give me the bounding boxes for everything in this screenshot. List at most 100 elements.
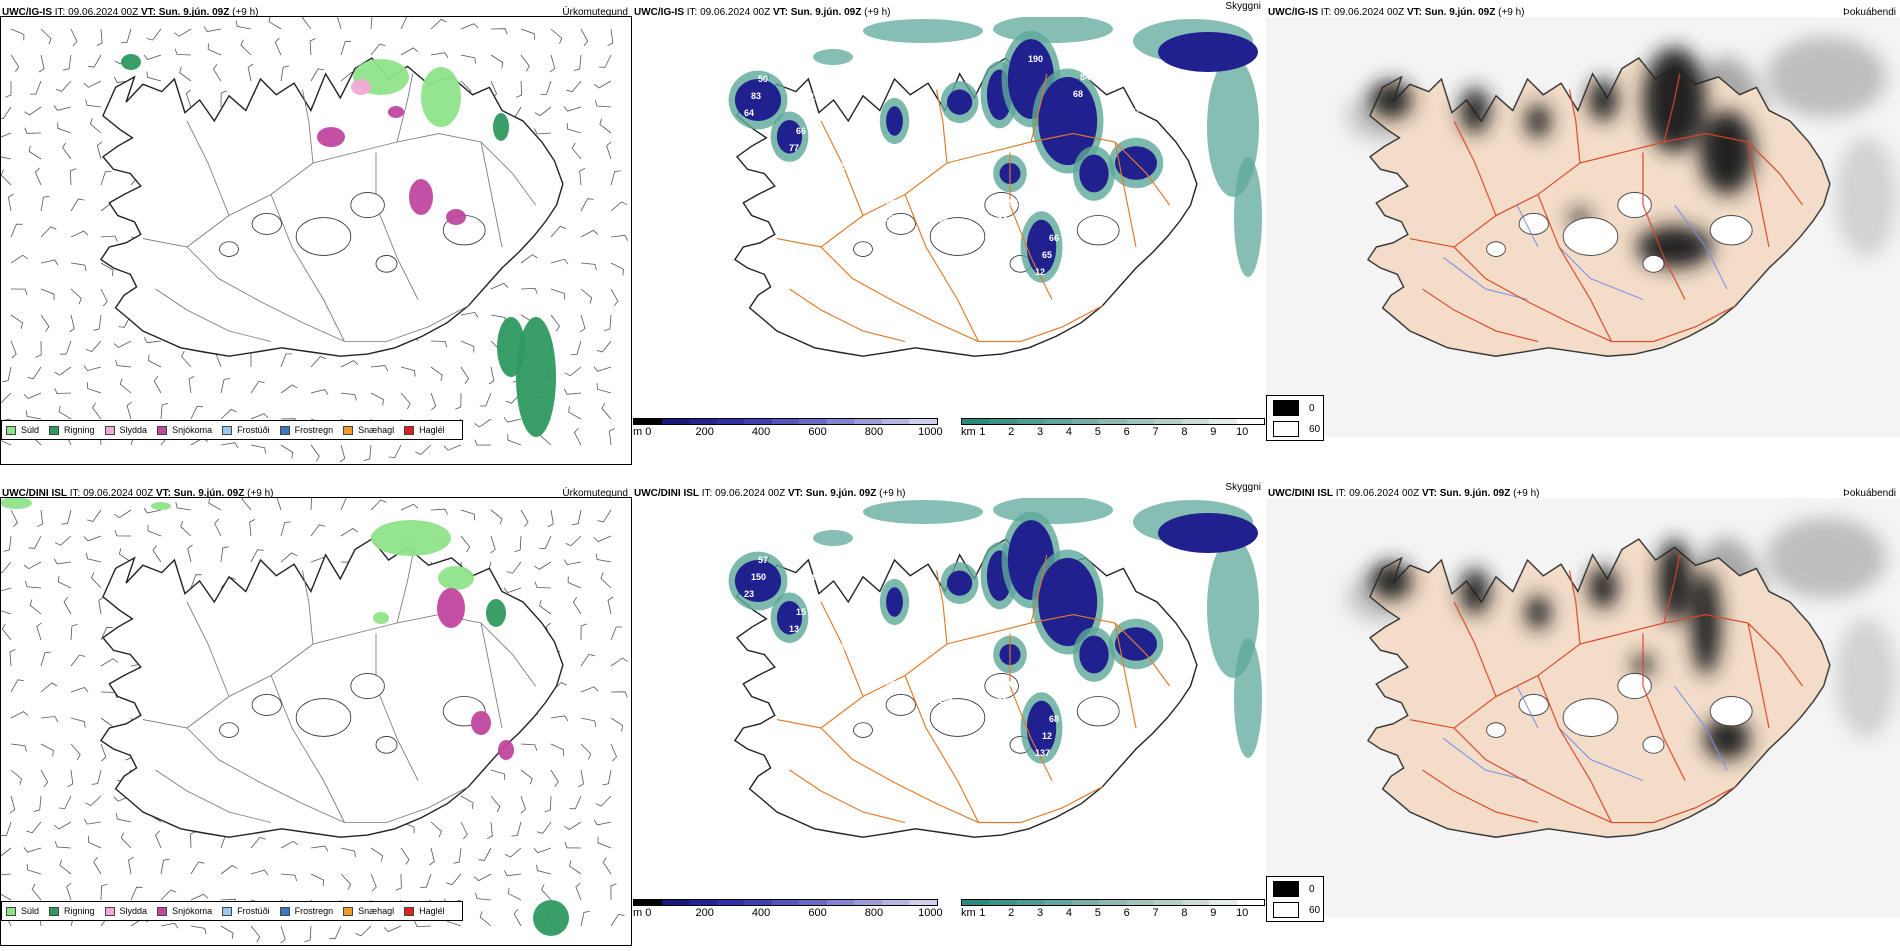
legend-item-rigning: Rigning xyxy=(49,906,95,916)
precip-map[interactable] xyxy=(1,17,631,464)
wind-barb xyxy=(69,314,75,333)
panel-title: Skyggni xyxy=(1225,482,1261,493)
wind-barb xyxy=(430,52,449,59)
wind-barb xyxy=(430,18,447,30)
wind-barb xyxy=(250,925,261,943)
visibility-value-label: 151 xyxy=(1004,198,1019,208)
wind-barb xyxy=(3,535,12,552)
wind-barb xyxy=(370,43,386,56)
colorbar-tick-label: 8 xyxy=(1181,426,1188,438)
wind-barb xyxy=(53,821,72,830)
wind-barb xyxy=(69,168,77,186)
wind-barb xyxy=(100,288,108,307)
wind-barb xyxy=(91,572,102,589)
wind-barb xyxy=(597,836,612,849)
wind-barb xyxy=(599,118,612,134)
wind-barb xyxy=(474,418,492,428)
wind-barb xyxy=(40,716,59,723)
wind-barb xyxy=(128,856,134,875)
legend-label: Frostregn xyxy=(294,425,334,435)
fog-key-swatch xyxy=(1273,881,1299,897)
visibility-map[interactable]: 244 164 152 151 68 50 41 10 66 63 63 12 64 130 83 77 57 6… xyxy=(633,17,1265,417)
wind-barb xyxy=(544,795,552,813)
colorbar-tick-label: 10 xyxy=(1236,907,1249,919)
legend-swatch xyxy=(404,906,415,916)
colorbar-tick-label: 10 xyxy=(1236,426,1249,438)
wind-barb xyxy=(573,54,582,71)
colorbar-tick-label: 6 xyxy=(1123,907,1130,919)
wind-barb xyxy=(565,535,582,547)
wind-barb xyxy=(507,434,522,446)
wind-barb xyxy=(370,873,377,892)
wind-barb xyxy=(564,366,582,377)
wind-barb xyxy=(511,821,522,837)
dense-fog-area xyxy=(1370,81,1412,119)
colorbar-cell xyxy=(716,419,745,424)
wind-barb xyxy=(240,39,252,56)
visibility-value-label: 10 xyxy=(834,178,844,188)
visibility-value-label: 85 xyxy=(1094,749,1104,759)
wind-barb xyxy=(118,548,132,563)
wind-barb xyxy=(520,769,533,785)
precip-area xyxy=(446,209,466,225)
colorbar-ticks: km 1 2 3 4 5 6 7 8 9 10 xyxy=(961,425,1265,439)
visibility-value-label: 57 xyxy=(758,555,768,565)
panel-title: Þokuábendi xyxy=(1843,7,1896,18)
colorbar-cells xyxy=(633,899,938,906)
glacier-outline xyxy=(1709,696,1753,727)
wind-barb xyxy=(594,100,612,108)
wind-barb xyxy=(370,365,389,372)
very-low-visibility-area xyxy=(1079,154,1109,193)
precip-map[interactable] xyxy=(1,498,631,945)
wind-barb xyxy=(40,28,52,45)
colorbar-tick-label: 5 xyxy=(1094,426,1101,438)
glacier-outline xyxy=(1562,217,1619,256)
visibility-value-label: 10 xyxy=(952,180,962,190)
wind-barb xyxy=(274,37,282,56)
wind-barb xyxy=(220,90,228,108)
visibility-value-label: 64 xyxy=(1132,90,1142,100)
wind-barb xyxy=(520,509,529,528)
colorbar-cell xyxy=(1016,419,1045,424)
wind-barb xyxy=(93,314,102,331)
wind-barb xyxy=(250,836,266,849)
very-low-visibility-area xyxy=(1026,219,1057,275)
roads xyxy=(1409,554,1804,824)
colorbar-cell xyxy=(744,419,772,424)
wind-barb xyxy=(114,509,132,519)
wind-barb xyxy=(478,847,492,861)
wind-barb xyxy=(70,687,89,693)
wind-barb xyxy=(578,769,584,788)
iceland-land xyxy=(728,30,1198,357)
fog-map[interactable] xyxy=(1266,498,1900,918)
colorbar-tick-label: 1 xyxy=(979,426,986,438)
fog-key-row: 0 xyxy=(1273,881,1315,897)
legend-label: Haglél xyxy=(419,425,445,435)
wind-barb xyxy=(66,882,72,901)
wind-barb xyxy=(575,882,582,901)
wind-barb xyxy=(25,580,42,589)
visibility-map[interactable]: 349 335 452 70 117 57 46 64 68 63 103 97 80 85 150 126 1… xyxy=(633,498,1265,898)
wind-barb xyxy=(212,64,222,82)
wind-barb xyxy=(596,340,612,353)
wind-barb xyxy=(120,832,132,849)
wind-barb xyxy=(455,392,462,410)
legend-item-snjókoma: Snjókoma xyxy=(157,425,212,435)
roads xyxy=(142,73,536,342)
wind-barb xyxy=(179,66,192,82)
visibility-fields xyxy=(728,511,1164,764)
wind-barb xyxy=(572,597,582,615)
wind-barb xyxy=(1,893,12,901)
wind-barb xyxy=(155,830,162,849)
fog-map[interactable] xyxy=(1266,17,1900,437)
colorbar-tick-label: 5 xyxy=(1094,907,1101,919)
legend-item-súld: Súld xyxy=(6,906,39,916)
wind-barb xyxy=(63,596,72,615)
wind-barb xyxy=(10,743,27,752)
visibility-value-label: 177 xyxy=(1125,107,1140,117)
visibility-value-label: 70 xyxy=(1004,679,1014,689)
visibility-value-label: 15 xyxy=(796,607,806,617)
wind-barb xyxy=(1,610,12,615)
colorbar-cell xyxy=(989,900,1017,905)
wind-barb xyxy=(593,80,612,89)
